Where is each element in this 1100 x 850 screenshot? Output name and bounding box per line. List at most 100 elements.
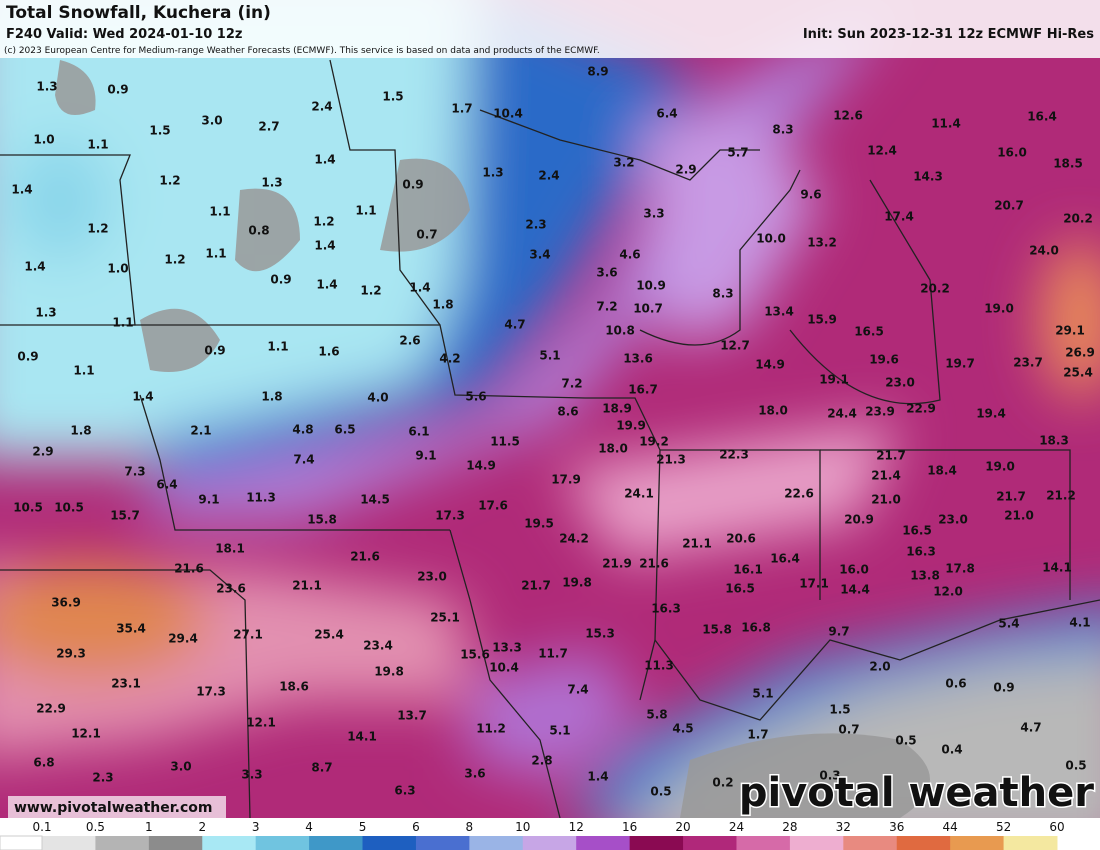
snow-total: 18.6 — [279, 680, 309, 694]
snow-total: 16.1 — [733, 563, 763, 577]
snow-total: 0.9 — [402, 178, 423, 192]
snow-total: 16.5 — [902, 524, 932, 538]
legend-tick-label: 4 — [305, 820, 313, 834]
snow-total: 19.8 — [374, 665, 404, 679]
snow-total: 3.2 — [613, 156, 634, 170]
snow-total: 10.4 — [493, 107, 523, 121]
snow-total: 36.9 — [51, 596, 81, 610]
snow-total: 6.1 — [408, 425, 429, 439]
snow-total: 21.7 — [996, 490, 1026, 504]
legend-tick-label: 32 — [836, 820, 851, 834]
snow-total: 14.9 — [755, 358, 785, 372]
snow-total: 27.1 — [233, 628, 263, 642]
snow-total: 16.4 — [1027, 110, 1057, 124]
snow-total: 5.8 — [646, 708, 667, 722]
snow-total: 4.7 — [504, 318, 525, 332]
snow-total: 15.8 — [702, 623, 732, 637]
legend-tick-label: 20 — [675, 820, 690, 834]
credit: (c) 2023 European Centre for Medium-rang… — [4, 46, 600, 56]
brand: pivotal weather — [739, 770, 1094, 816]
snow-total: 1.4 — [316, 278, 337, 292]
snow-total: 1.0 — [33, 133, 54, 147]
snow-total: 23.6 — [216, 582, 246, 596]
snow-total: 5.7 — [727, 146, 748, 160]
snow-total: 21.3 — [656, 453, 686, 467]
snow-total: 2.1 — [190, 424, 211, 438]
snow-total: 21.9 — [602, 557, 632, 571]
snow-total: 1.2 — [159, 174, 180, 188]
snow-total: 1.5 — [382, 90, 403, 104]
snow-total: 16.5 — [725, 582, 755, 596]
snow-total: 21.6 — [639, 557, 669, 571]
snow-total: 20.7 — [994, 199, 1024, 213]
snow-total: 1.1 — [87, 138, 108, 152]
snow-total: 10.7 — [633, 302, 663, 316]
snow-total: 0.9 — [270, 273, 291, 287]
snow-total: 7.2 — [561, 377, 582, 391]
legend-tick-label: 24 — [729, 820, 744, 834]
legend-swatch — [95, 836, 150, 850]
snow-total: 17.6 — [478, 499, 508, 513]
snow-total: 10.9 — [636, 279, 666, 293]
snow-total: 7.2 — [596, 300, 617, 314]
snow-total: 1.4 — [314, 239, 335, 253]
snow-total: 21.1 — [682, 537, 712, 551]
snow-total: 18.5 — [1053, 157, 1083, 171]
snow-total: 14.1 — [1042, 561, 1072, 575]
snow-total: 23.9 — [865, 405, 895, 419]
legend-tick-label: 2 — [198, 820, 206, 834]
snow-total: 1.7 — [451, 102, 472, 116]
snow-total: 21.7 — [876, 449, 906, 463]
snow-total: 8.3 — [772, 123, 793, 137]
snow-total: 13.4 — [764, 305, 794, 319]
snow-total: 17.4 — [884, 210, 914, 224]
snow-total: 15.6 — [460, 648, 490, 662]
snow-total: 29.3 — [56, 647, 86, 661]
snow-total: 21.0 — [871, 493, 901, 507]
snow-total: 5.6 — [465, 390, 486, 404]
snow-total: 0.9 — [993, 681, 1014, 695]
snow-total: 17.9 — [551, 473, 581, 487]
snow-total: 1.3 — [35, 306, 56, 320]
legend-tick-label: 36 — [889, 820, 904, 834]
snow-total: 1.8 — [70, 424, 91, 438]
snow-total: 24.0 — [1029, 244, 1059, 258]
snow-total: 3.3 — [643, 207, 664, 221]
snow-total: 20.2 — [1063, 212, 1093, 226]
snow-total: 1.1 — [267, 340, 288, 354]
snow-total: 19.0 — [985, 460, 1015, 474]
snow-total: 25.1 — [430, 611, 460, 625]
valid-time: F240 Valid: Wed 2024-01-10 12z — [6, 27, 242, 42]
snow-total: 3.0 — [201, 114, 222, 128]
legend-tick-label: 0.1 — [32, 820, 51, 834]
legend-tick-label: 12 — [569, 820, 584, 834]
snow-total: 0.5 — [650, 785, 671, 799]
snow-total: 11.5 — [490, 435, 520, 449]
snow-total: 12.6 — [833, 109, 863, 123]
snow-total: 16.0 — [997, 146, 1027, 160]
snow-total: 20.6 — [726, 532, 756, 546]
snow-total: 1.8 — [432, 298, 453, 312]
snow-total: 35.4 — [116, 622, 146, 636]
snow-total: 0.9 — [17, 350, 38, 364]
snow-total: 10.4 — [489, 661, 519, 675]
state-borders — [0, 59, 1100, 818]
snow-total: 18.0 — [598, 442, 628, 456]
legend-swatch — [736, 836, 791, 850]
legend: 0.1 0.5 1 2 3 4 5 6 8 10 12 16 20 24 28 32 36 44 52 60 — [0, 820, 1065, 850]
snow-total: 4.8 — [292, 423, 313, 437]
snow-total: 10.0 — [756, 232, 786, 246]
snow-total: 8.9 — [587, 65, 608, 79]
snow-total: 9.6 — [800, 188, 821, 202]
legend-swatch — [415, 836, 470, 850]
snow-total: 13.7 — [397, 709, 427, 723]
snow-total: 0.4 — [941, 743, 962, 757]
snow-total: 1.4 — [11, 183, 32, 197]
snow-total: 19.9 — [616, 419, 646, 433]
snow-total: 1.6 — [318, 345, 339, 359]
legend-tick-label: 1 — [145, 820, 153, 834]
legend-swatch — [950, 836, 1005, 850]
legend-swatch — [789, 836, 844, 850]
legend-tick-label: 8 — [466, 820, 474, 834]
snow-total: 10.5 — [54, 501, 84, 515]
